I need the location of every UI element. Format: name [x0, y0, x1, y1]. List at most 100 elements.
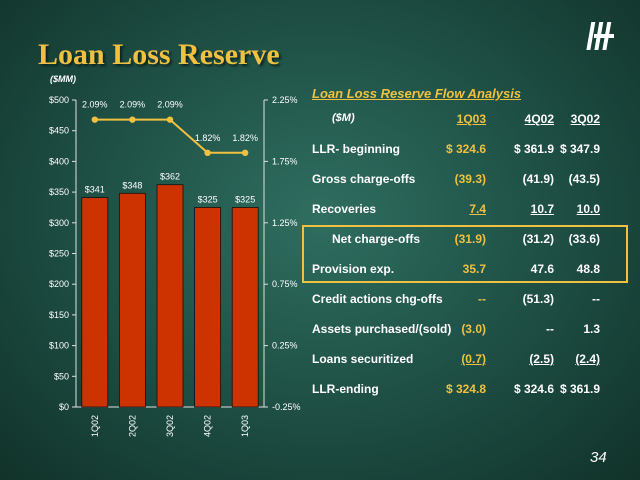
table-row: Credit actions chg-offs -- (51.3) --: [312, 292, 628, 310]
bar-value-label: $362: [160, 172, 180, 182]
ratio-value-label: 2.09%: [82, 100, 108, 110]
left-axis-tick-label: $250: [49, 249, 69, 259]
ratio-value-label: 1.82%: [232, 133, 258, 143]
x-axis-tick-label: 1Q03: [240, 415, 250, 437]
column-header-3q02: 3Q02: [570, 112, 600, 126]
cell-3q02: 48.8: [576, 262, 600, 276]
cell-3q02: $ 347.9: [559, 142, 600, 156]
table-row: Loans securitized (0.7) (2.5) (2.4): [312, 352, 628, 370]
unit-header: ($M): [332, 112, 355, 124]
ratio-value-label: 1.82%: [195, 133, 221, 143]
row-label: Credit actions chg-offs: [312, 292, 443, 306]
bar: [231, 207, 259, 408]
table-row: Net charge-offs (31.9) (31.2) (33.6): [312, 232, 628, 250]
x-axis-tick-label: 4Q02: [203, 415, 213, 437]
ratio-point: [242, 149, 249, 157]
cell-1q03: --: [478, 292, 486, 306]
right-axis-tick-label: 1.75%: [272, 156, 298, 166]
company-logo-icon: [586, 22, 614, 50]
cell-3q02: (43.5): [568, 172, 600, 186]
bar: [194, 207, 222, 408]
row-label: Loans securitized: [312, 352, 414, 366]
cell-3q02: (33.6): [568, 232, 600, 246]
cell-4q02: (31.2): [522, 232, 554, 246]
ratio-line: [94, 118, 246, 154]
bar: [119, 192, 146, 408]
ratio-value-label: 2.09%: [120, 100, 146, 110]
left-axis-tick-label: $450: [49, 126, 69, 136]
cell-1q03: $ 324.8: [445, 382, 486, 396]
cell-3q02: --: [592, 292, 600, 306]
cell-4q02: --: [546, 322, 554, 336]
table-row: Gross charge-offs (39.3) (41.9) (43.5): [312, 172, 628, 190]
cell-3q02: $ 361.9: [559, 382, 600, 396]
ratio-point: [204, 149, 211, 157]
table-row: Recoveries 7.4 10.7 10.0: [312, 202, 628, 220]
cell-4q02: (2.5): [529, 352, 554, 366]
table-row: LLR- beginning $ 324.6 $ 361.9 $ 347.9: [312, 142, 628, 160]
bar: [81, 197, 109, 408]
right-axis-tick-label: 0.25%: [272, 341, 298, 351]
x-axis-tick-label: 3Q02: [165, 415, 175, 437]
row-label: Assets purchased/(sold): [312, 322, 452, 336]
left-axis-tick-label: $500: [49, 95, 69, 105]
right-axis-tick-label: 0.75%: [272, 279, 298, 289]
table-row: Provision exp. 35.7 47.6 48.8: [312, 262, 628, 280]
cell-1q03: (3.0): [461, 322, 486, 336]
cell-4q02: (51.3): [522, 292, 554, 306]
left-axis-tick-label: $0: [59, 402, 69, 412]
column-header-4q02: 4Q02: [524, 112, 554, 126]
cell-4q02: $ 324.6: [513, 382, 554, 396]
row-label: LLR-ending: [312, 382, 379, 396]
bar: [156, 184, 184, 408]
ratio-point: [129, 116, 136, 123]
x-axis-tick-label: 2Q02: [127, 415, 137, 437]
row-label: Gross charge-offs: [312, 172, 416, 186]
bar-value-label: $325: [235, 194, 255, 204]
table-row: Assets purchased/(sold) (3.0) -- 1.3: [312, 322, 628, 340]
cell-1q03: 35.7: [462, 262, 486, 276]
cell-4q02: 10.7: [530, 202, 554, 216]
right-axis-tick-label: 1.25%: [272, 218, 298, 228]
cell-1q03: 7.4: [469, 202, 486, 216]
cell-4q02: 47.6: [530, 262, 554, 276]
left-axis-tick-label: $200: [49, 279, 69, 289]
ratio-point: [91, 116, 99, 123]
right-axis-tick-label: 2.25%: [272, 95, 298, 105]
ratio-value-label: 2.09%: [157, 100, 183, 110]
left-axis-tick-label: $100: [49, 341, 69, 351]
row-label: Recoveries: [312, 202, 377, 216]
cell-3q02: 1.3: [583, 322, 600, 336]
x-axis-tick-label: 1Q02: [90, 415, 100, 437]
left-axis-tick-label: $300: [49, 218, 69, 228]
cell-1q03: $ 324.6: [445, 142, 486, 156]
cell-3q02: (2.4): [575, 352, 600, 366]
cell-3q02: 10.0: [576, 202, 600, 216]
left-axis-tick-label: $50: [54, 371, 69, 381]
bar-value-label: $348: [122, 180, 142, 190]
flow-analysis-title: Loan Loss Reserve Flow Analysis: [312, 86, 522, 101]
table-row: LLR-ending $ 324.8 $ 324.6 $ 361.9: [312, 382, 628, 400]
cell-4q02: $ 361.9: [513, 142, 554, 156]
row-label: Net charge-offs: [332, 232, 421, 246]
cell-4q02: (41.9): [522, 172, 554, 186]
row-label: Provision exp.: [312, 262, 395, 276]
ratio-point: [166, 116, 174, 123]
page-number: 34: [590, 449, 607, 466]
unit-label: ($MM): [50, 74, 76, 84]
bar-value-label: $341: [85, 185, 105, 195]
bar-value-label: $325: [198, 194, 218, 204]
cell-1q03: (31.9): [454, 232, 486, 246]
cell-1q03: (39.3): [454, 172, 486, 186]
left-axis-tick-label: $400: [49, 156, 69, 166]
right-axis-tick-label: -0.25%: [272, 402, 301, 412]
row-label: LLR- beginning: [312, 142, 400, 156]
slide-title: Loan Loss Reserve: [38, 38, 280, 71]
net-charge-offs-highlight: [302, 225, 628, 283]
left-axis-tick-label: $150: [49, 310, 69, 320]
column-header-1q03: 1Q03: [456, 112, 486, 126]
table-header-row: ($M) 1Q03 4Q02 3Q02: [312, 112, 628, 130]
left-axis-tick-label: $350: [49, 187, 69, 197]
cell-1q03: (0.7): [461, 352, 486, 366]
